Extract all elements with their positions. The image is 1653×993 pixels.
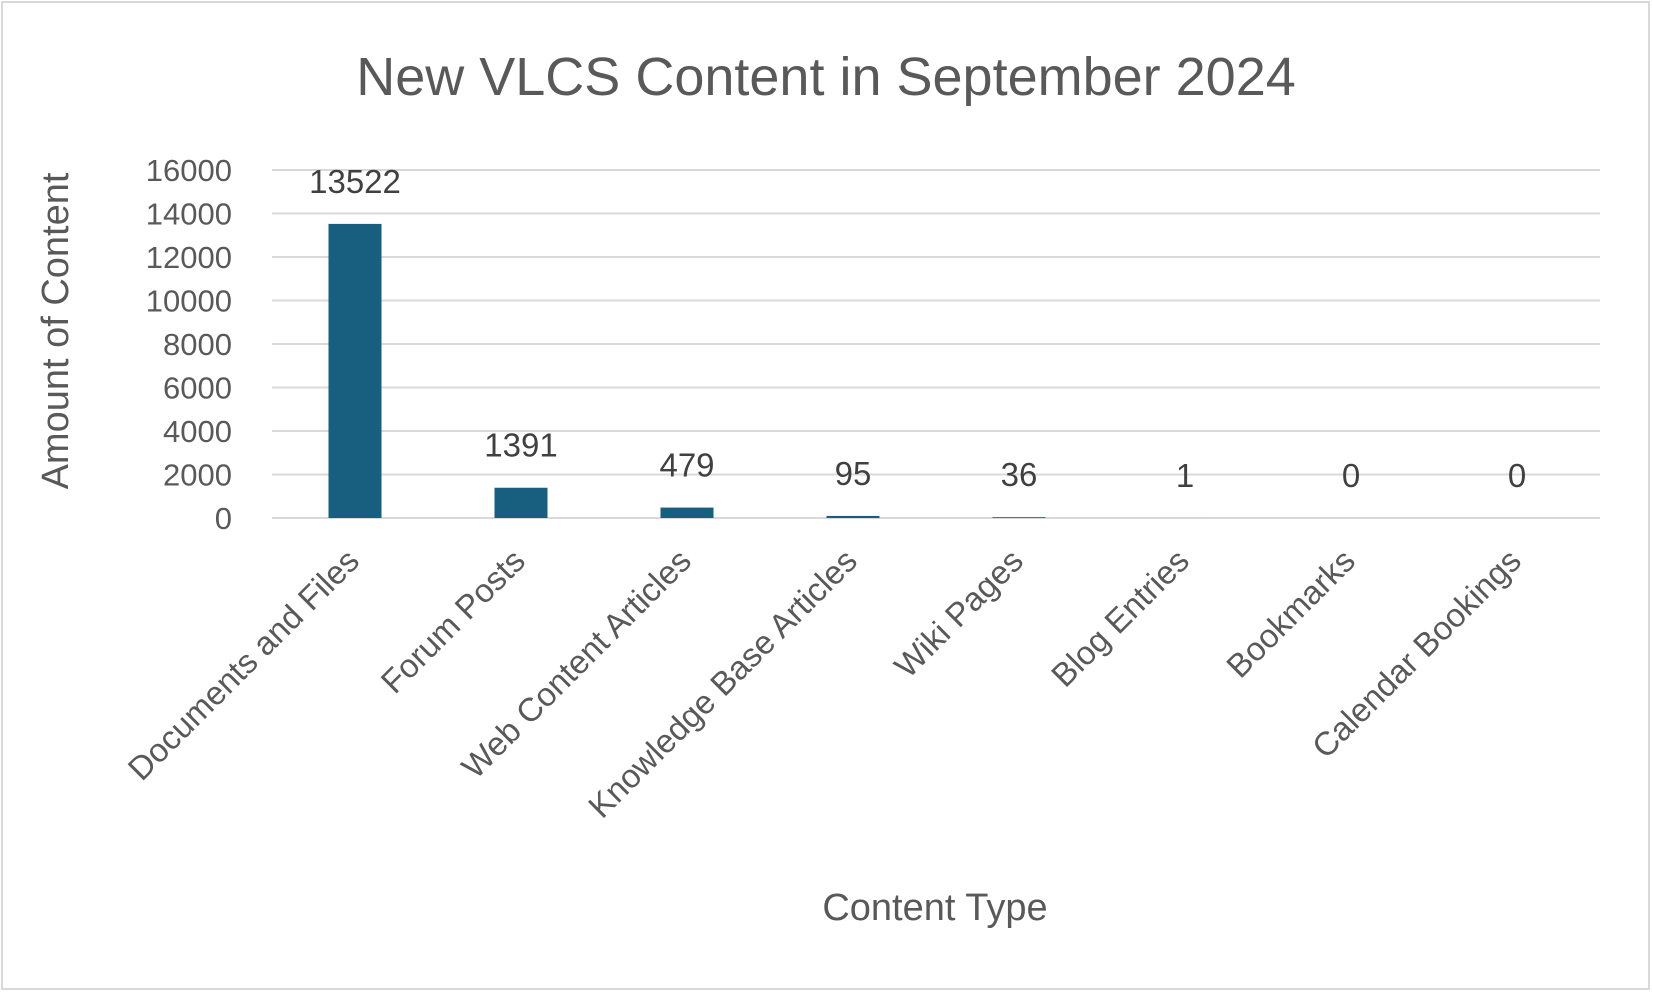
y-tick-label: 6000 <box>163 371 232 406</box>
y-tick-label: 2000 <box>163 458 232 493</box>
x-tick-label: Wiki Pages <box>887 542 1030 685</box>
bar <box>494 487 548 518</box>
y-axis-title: Amount of Content <box>35 172 77 489</box>
y-tick-label: 8000 <box>163 327 232 362</box>
x-axis-title: Content Type <box>822 887 1047 929</box>
y-tick-label: 12000 <box>146 240 232 275</box>
y-tick-label: 10000 <box>146 284 232 319</box>
bar <box>992 517 1046 518</box>
bars <box>328 223 1212 519</box>
bar <box>826 515 880 518</box>
chart-title: New VLCS Content in September 2024 <box>356 47 1296 107</box>
data-label: 1 <box>1176 457 1194 494</box>
bar <box>328 223 382 519</box>
data-label: 95 <box>835 455 872 492</box>
x-tick-label: Bookmarks <box>1219 542 1362 685</box>
x-tick-label: Documents and Files <box>121 542 366 787</box>
data-label: 1391 <box>484 427 557 464</box>
gridlines <box>272 169 1600 519</box>
y-tick-label: 0 <box>215 501 232 536</box>
data-label: 0 <box>1342 457 1360 494</box>
x-tick-label: Forum Posts <box>374 542 532 700</box>
y-axis-tick-labels: 0 2000 4000 6000 8000 10000 12000 14000 16000 <box>146 153 232 536</box>
data-label: 36 <box>1001 456 1038 493</box>
data-labels: 13522 1391 479 95 36 1 0 0 <box>309 163 1526 494</box>
data-label: 479 <box>659 447 714 484</box>
y-tick-label: 4000 <box>163 414 232 449</box>
data-label: 0 <box>1508 457 1526 494</box>
y-tick-label: 16000 <box>146 153 232 188</box>
y-tick-label: 14000 <box>146 197 232 232</box>
x-tick-label: Blog Entries <box>1044 542 1196 694</box>
x-tick-label: Knowledge Base Articles <box>581 542 864 825</box>
data-label: 13522 <box>309 163 401 200</box>
bar <box>660 507 714 518</box>
